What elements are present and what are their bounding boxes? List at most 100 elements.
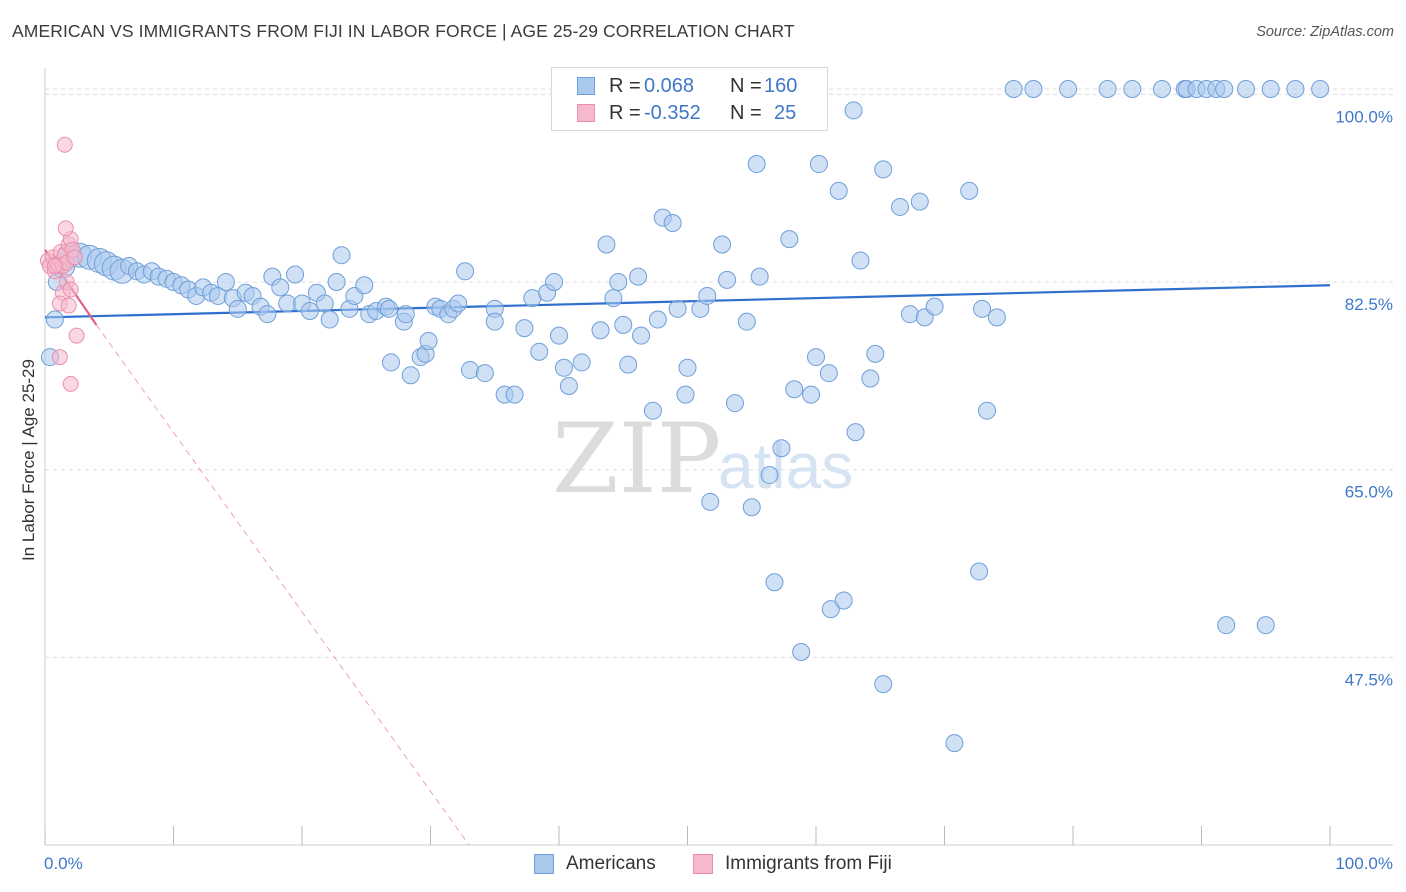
x-tick-label-min: 0.0% <box>44 854 83 873</box>
point-fiji <box>68 327 85 344</box>
point-americans <box>1215 79 1234 98</box>
point-americans <box>750 267 769 286</box>
point-americans <box>286 265 305 284</box>
point-fiji <box>46 257 63 274</box>
point-americans <box>891 197 910 216</box>
point-americans <box>807 348 825 367</box>
legend-r-label: R = <box>609 75 641 97</box>
point-americans <box>819 364 838 383</box>
point-americans <box>355 276 374 295</box>
point-americans <box>668 299 687 318</box>
point-americans <box>216 273 235 292</box>
point-americans <box>1024 79 1043 98</box>
legend-row-fiji: R = -0.352 N = 25 <box>552 101 827 127</box>
point-americans <box>1098 79 1117 98</box>
point-americans <box>396 305 415 324</box>
point-americans <box>604 289 623 308</box>
point-americans <box>945 734 964 753</box>
point-americans <box>1256 616 1275 635</box>
legend-swatch-americans <box>577 77 595 95</box>
point-fiji <box>57 220 74 237</box>
point-americans <box>1152 79 1171 98</box>
point-americans <box>698 286 717 305</box>
point-americans <box>515 319 534 338</box>
point-americans <box>609 273 628 292</box>
point-americans <box>401 366 420 385</box>
point-americans <box>802 385 821 404</box>
point-americans <box>678 358 697 377</box>
legend-row-americans: R = 0.068 N = 160 <box>552 74 827 100</box>
point-americans <box>258 305 277 324</box>
watermark: ZIP atlas <box>552 403 853 515</box>
point-americans <box>271 278 290 297</box>
legend-n-label: N = <box>730 102 762 124</box>
point-americans <box>643 401 662 420</box>
point-americans <box>960 181 979 200</box>
legend-swatch-americans <box>534 854 554 874</box>
point-americans <box>461 360 480 379</box>
point-americans <box>747 155 766 174</box>
legend-r-label: R = <box>609 102 641 124</box>
point-americans <box>449 294 468 313</box>
point-americans <box>676 385 695 404</box>
watermark-zip: ZIP <box>552 403 721 515</box>
y-tick-label: 100.0% <box>1335 107 1393 126</box>
point-americans <box>846 423 865 442</box>
point-americans <box>1004 79 1023 98</box>
point-americans <box>987 308 1006 327</box>
point-americans <box>834 591 853 610</box>
legend-r-value: -0.352 <box>644 102 701 124</box>
point-americans <box>970 562 989 581</box>
point-americans <box>874 160 893 179</box>
point-americans <box>780 230 799 249</box>
y-tick-label: 65.0% <box>1345 483 1393 502</box>
point-americans <box>648 310 667 329</box>
stats-legend: R = 0.068 N = 160 R = -0.352 N = 25 <box>551 67 828 131</box>
chart-title: AMERICAN VS IMMIGRANTS FROM FIJI IN LABO… <box>12 21 795 41</box>
legend-r-value: 0.068 <box>644 75 695 97</box>
point-americans <box>381 353 400 372</box>
point-americans <box>821 600 840 619</box>
point-americans <box>228 299 247 318</box>
point-americans <box>861 369 880 388</box>
point-americans <box>327 273 346 292</box>
point-americans <box>505 385 524 404</box>
point-americans <box>718 270 737 289</box>
point-americans <box>663 214 682 233</box>
legend-label-americans: Americans <box>566 853 656 874</box>
y-axis-label: In Labor Force | Age 25-29 <box>19 359 38 561</box>
chart-source: Source: ZipAtlas.com <box>1256 24 1394 40</box>
point-americans <box>1123 79 1142 98</box>
point-americans <box>545 273 564 292</box>
point-fiji <box>62 375 79 392</box>
point-fiji <box>51 349 68 366</box>
point-americans <box>900 305 919 324</box>
point-americans <box>572 353 591 372</box>
point-americans <box>614 315 633 334</box>
point-americans <box>419 331 438 350</box>
point-americans <box>792 642 811 661</box>
point-americans <box>925 297 944 316</box>
point-americans <box>742 498 761 517</box>
point-americans <box>1236 79 1255 98</box>
point-americans <box>765 573 784 592</box>
point-americans <box>379 299 398 318</box>
point-americans <box>772 439 791 458</box>
point-americans <box>829 181 848 200</box>
axes <box>44 68 1393 846</box>
point-americans <box>760 466 779 485</box>
point-americans <box>809 155 828 174</box>
legend-swatch-fiji <box>577 104 595 122</box>
point-americans <box>713 235 732 254</box>
gridlines <box>45 88 1393 658</box>
legend-swatch-fiji <box>693 854 713 874</box>
point-fiji <box>66 249 83 266</box>
point-americans <box>475 364 494 383</box>
point-fiji <box>62 281 79 298</box>
legend-n-value: 25 <box>774 102 797 124</box>
point-americans <box>456 262 475 281</box>
point-americans <box>550 326 568 345</box>
point-americans <box>978 401 997 420</box>
point-americans <box>725 394 744 413</box>
point-americans <box>1261 79 1280 98</box>
